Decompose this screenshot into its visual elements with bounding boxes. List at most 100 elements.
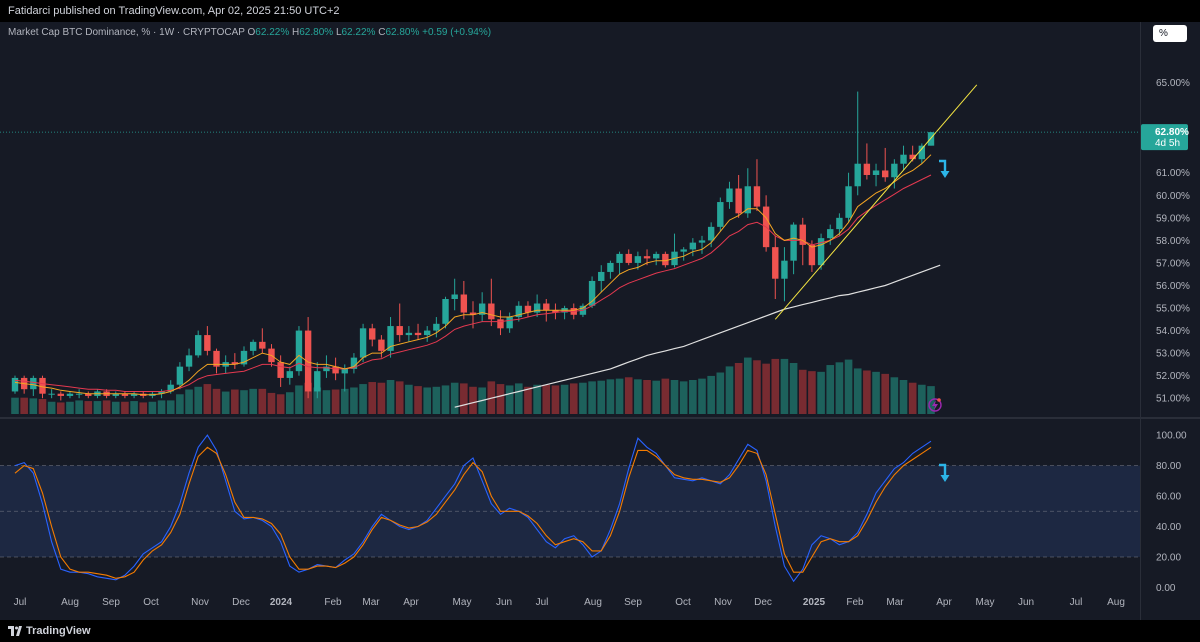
legend-close-label: C [378, 27, 386, 38]
candle-body [195, 335, 202, 356]
time-tick-label: Jul [1070, 597, 1083, 608]
candle-body [588, 280, 596, 306]
volume-bar [881, 373, 889, 414]
volume-bar [844, 359, 853, 414]
volume-bar [130, 401, 138, 414]
time-tick-label: Dec [232, 597, 250, 608]
notification-dot [937, 398, 941, 402]
candle-body [717, 202, 724, 227]
volume-bar [313, 387, 322, 414]
ema-fast-line [14, 154, 932, 396]
candle-body [469, 312, 477, 315]
volume-bar [661, 378, 670, 414]
volume-bar [368, 382, 377, 414]
volume-bar [221, 391, 230, 414]
volume-bar [679, 381, 688, 414]
volume-bar [817, 371, 825, 414]
pane-separator [0, 417, 1200, 419]
candle-body [653, 253, 660, 259]
candle-body [304, 330, 312, 392]
price-tick-label: 65.00% [1156, 78, 1190, 89]
candle-body [543, 303, 550, 311]
volume-bar [304, 382, 312, 414]
volume-bar [734, 363, 743, 414]
volume-bar [166, 400, 175, 414]
candle-body [918, 145, 926, 160]
volume-bar [441, 385, 450, 414]
footer-bar: TradingView [0, 620, 1200, 642]
candle-body [350, 357, 358, 369]
time-tick-label: May [976, 597, 995, 608]
volume-bar [469, 386, 477, 414]
stoch-d-line [14, 446, 932, 579]
volume-bar [670, 380, 679, 414]
candle-body [369, 328, 376, 340]
time-tick-label: Feb [846, 597, 864, 608]
candle-body [643, 256, 651, 259]
stoch-tick-label: 20.00 [1156, 552, 1181, 563]
volume-bar [835, 362, 844, 414]
volume-bar [386, 380, 395, 414]
volume-bar [157, 400, 166, 414]
time-tick-label: Aug [61, 597, 79, 608]
axes: 65.00% 61.00% 60.00% 59.00% 58.00% 57.00% 56.0… [14, 78, 1190, 608]
candle-body [75, 393, 83, 395]
volume-bar [240, 390, 248, 414]
candle-body [882, 170, 889, 178]
time-tick-label: Nov [191, 597, 209, 608]
candle-body [817, 238, 825, 266]
candle-body [387, 326, 394, 351]
price-tick-label: 58.00% [1156, 236, 1190, 247]
time-tick-label: Aug [584, 597, 602, 608]
volume-bar [515, 383, 523, 414]
volume-bar [725, 366, 734, 414]
stoch-tick-label: 60.00 [1156, 492, 1181, 503]
candle-body [900, 154, 907, 164]
volume-bar [38, 399, 47, 414]
volume-bar [560, 384, 569, 414]
price-tick-label: 55.00% [1156, 304, 1190, 315]
volume-bar [496, 384, 505, 414]
volume-bar [276, 394, 285, 414]
candle-body [772, 247, 779, 279]
candle-body [158, 391, 165, 394]
chart-svg[interactable]: 65.00% 61.00% 60.00% 59.00% 58.00% 57.00% 56.0… [0, 22, 1200, 620]
stoch-tick-label: 0.00 [1156, 583, 1176, 594]
volume-bar [716, 372, 725, 414]
volume-bar [808, 371, 816, 414]
price-tick-label: 51.00% [1156, 394, 1190, 405]
volume-bar [908, 382, 917, 414]
time-tick-label: Nov [714, 597, 732, 608]
candle-body [488, 303, 495, 320]
volume-bar [405, 384, 413, 414]
volume-bar [331, 389, 340, 414]
volume-bar [634, 379, 642, 414]
volume-bar [84, 401, 93, 414]
time-tick-label: 2025 [803, 597, 826, 608]
candle-body [662, 253, 669, 266]
stoch-band-group [0, 465, 1140, 558]
down-arrow-icon [939, 159, 950, 178]
lightning-bolt [932, 400, 938, 410]
volume-bar [780, 358, 789, 414]
time-tick-label: May [453, 597, 472, 608]
sma-long-line [454, 264, 941, 408]
percent-scale-button[interactable]: % [1153, 25, 1187, 42]
arrow-stroke [939, 463, 947, 478]
price-tick-label: 52.00% [1156, 371, 1190, 382]
ema-slow-line [14, 174, 932, 392]
volume-bar [698, 378, 706, 414]
legend-open: 62.22% [255, 27, 290, 38]
volume-bar [322, 390, 331, 414]
candle-body [277, 362, 284, 378]
candle-body [891, 163, 898, 178]
candle-body [845, 186, 852, 218]
legend-low-label: L [335, 27, 342, 38]
trendline [774, 84, 978, 320]
volume-bar [66, 401, 74, 414]
candle-body [11, 377, 19, 392]
candle-body [634, 256, 642, 263]
volume-bar [121, 401, 129, 414]
price-badge [1141, 124, 1188, 151]
volume-bar [542, 384, 551, 414]
